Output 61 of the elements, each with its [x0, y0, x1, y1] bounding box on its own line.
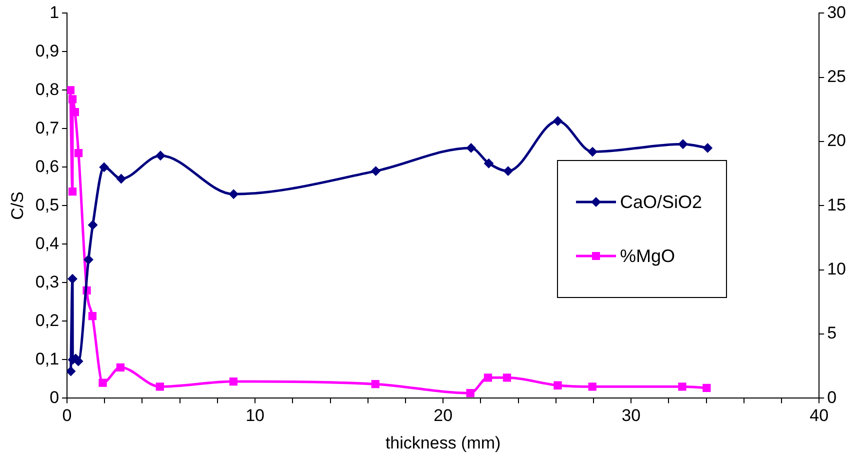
point [116, 174, 126, 184]
point [588, 147, 597, 156]
y-tick-label: 0,3 [35, 272, 60, 292]
y-tick-label: 0,2 [35, 310, 60, 330]
point [484, 374, 492, 382]
y2-tick-label: 15 [827, 195, 846, 214]
point [74, 356, 83, 366]
point [67, 86, 74, 94]
point [504, 166, 513, 176]
y-tick-label: 0,1 [35, 349, 60, 368]
y2-tick-label: 5 [827, 324, 837, 343]
y2-tick-label: 10 [827, 260, 846, 279]
point [678, 140, 688, 149]
point [88, 220, 98, 230]
x-tick-label: 20 [434, 406, 453, 426]
point [68, 188, 77, 196]
y-tick-label: 0 [50, 388, 60, 407]
y-axis-title: C/S [8, 192, 27, 220]
point [484, 158, 494, 168]
point [84, 255, 93, 264]
y2-tick-label: 25 [827, 67, 846, 86]
y-tick-label: 0,7 [35, 118, 60, 138]
point [502, 374, 512, 382]
point [703, 144, 712, 152]
y-tick-label: 0,5 [35, 195, 60, 214]
point [67, 366, 76, 376]
x-axis-title: thickness (mm) [385, 433, 501, 452]
y2-tick-label: 20 [827, 131, 846, 150]
point [466, 388, 474, 398]
point [156, 382, 164, 391]
point [100, 162, 109, 172]
point [68, 274, 77, 284]
y-tick-label: 0,4 [35, 234, 60, 253]
y-tick-label: 0,8 [35, 80, 60, 99]
point [371, 380, 380, 388]
y2-tick-label: 0 [827, 388, 837, 407]
point [229, 377, 238, 386]
point [554, 381, 562, 390]
y-tick-label: 0,9 [35, 41, 60, 60]
x-tick-label: 10 [246, 406, 265, 426]
x-tick-label: 30 [622, 406, 641, 426]
legend-label: %MgO [620, 246, 675, 266]
point [156, 151, 165, 160]
point [678, 382, 686, 391]
point [116, 363, 125, 372]
x-tick-label: 0 [62, 406, 72, 426]
y-tick-label: 1 [50, 2, 60, 22]
point [229, 190, 238, 199]
point [98, 378, 107, 387]
point [74, 149, 83, 158]
point [371, 166, 380, 176]
y-tick-label: 0,6 [35, 156, 60, 176]
point [588, 382, 596, 391]
point [88, 312, 96, 320]
legend-label: CaO/SiO2 [620, 192, 702, 212]
y2-tick-label: 30 [827, 2, 846, 22]
point [702, 384, 711, 392]
x-tick-label: 40 [810, 406, 829, 426]
point [466, 144, 476, 152]
point [553, 116, 562, 126]
point [68, 95, 77, 104]
